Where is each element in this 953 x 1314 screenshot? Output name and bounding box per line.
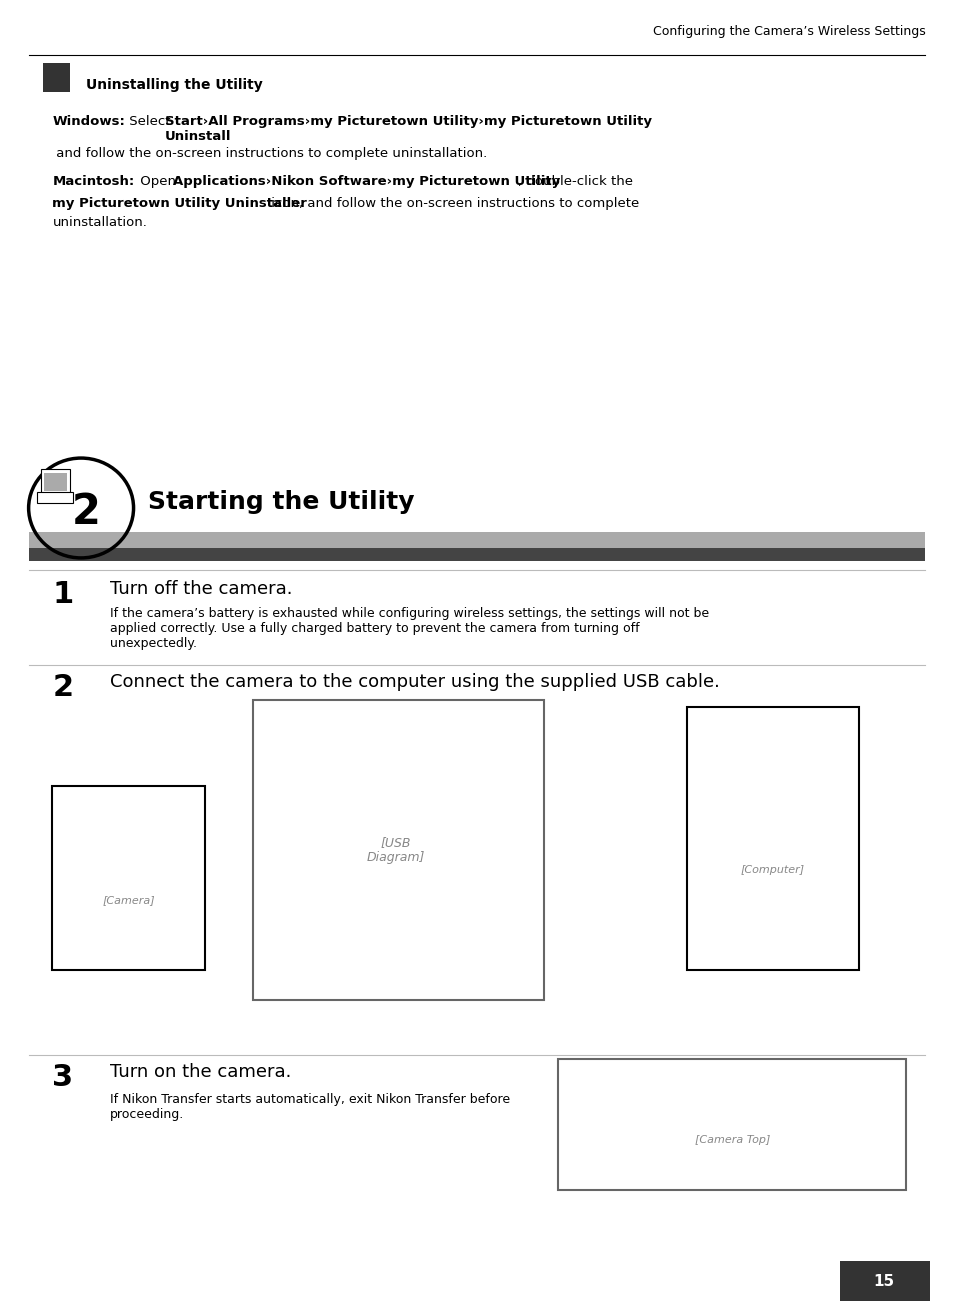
Text: Connect the camera to the computer using the supplied USB cable.: Connect the camera to the computer using…: [110, 673, 719, 691]
Text: 1: 1: [52, 579, 73, 608]
Text: Starting the Utility: Starting the Utility: [148, 490, 414, 514]
Text: Macintosh:: Macintosh:: [52, 175, 134, 188]
Bar: [29, 548, 924, 561]
Bar: [44, 473, 67, 491]
Text: 2: 2: [71, 491, 100, 533]
Text: Windows:: Windows:: [52, 116, 125, 127]
Bar: [558, 1059, 905, 1190]
Text: Applications›Nikon Software›my Picturetown Utility: Applications›Nikon Software›my Pictureto…: [172, 175, 559, 188]
Text: my Picturetown Utility Uninstaller: my Picturetown Utility Uninstaller: [52, 197, 307, 210]
Text: Select: Select: [125, 116, 174, 127]
Text: [Computer]: [Computer]: [740, 865, 804, 875]
Bar: [686, 707, 858, 970]
Text: Uninstalling the Utility: Uninstalling the Utility: [86, 78, 262, 92]
Text: 2: 2: [52, 673, 73, 702]
Text: icon, and follow the on-screen instructions to complete: icon, and follow the on-screen instructi…: [267, 197, 639, 210]
Text: uninstallation.: uninstallation.: [52, 215, 147, 229]
Text: Configuring the Camera’s Wireless Settings: Configuring the Camera’s Wireless Settin…: [652, 25, 924, 38]
Bar: [839, 1261, 929, 1301]
Bar: [43, 63, 70, 92]
Text: [Camera]: [Camera]: [102, 895, 155, 905]
Text: If the camera’s battery is exhausted while configuring wireless settings, the se: If the camera’s battery is exhausted whi…: [110, 607, 708, 650]
Text: and follow the on-screen instructions to complete uninstallation.: and follow the on-screen instructions to…: [52, 147, 487, 160]
Text: , double-click the: , double-click the: [517, 175, 633, 188]
Bar: [37, 493, 73, 503]
Text: If Nikon Transfer starts automatically, exit Nikon Transfer before
proceeding.: If Nikon Transfer starts automatically, …: [110, 1093, 509, 1121]
Text: Turn off the camera.: Turn off the camera.: [110, 579, 292, 598]
Bar: [29, 532, 924, 548]
Text: [USB
Diagram]: [USB Diagram]: [366, 836, 425, 865]
Text: [Camera Top]: [Camera Top]: [694, 1135, 770, 1144]
Text: Open: Open: [136, 175, 180, 188]
Text: 15: 15: [873, 1273, 894, 1289]
Text: Turn on the camera.: Turn on the camera.: [110, 1063, 291, 1081]
Bar: [253, 700, 543, 1000]
Text: 3: 3: [52, 1063, 73, 1092]
Bar: [52, 786, 205, 970]
Bar: [41, 469, 70, 495]
Text: Start›All Programs›my Picturetown Utility›my Picturetown Utility
Uninstall: Start›All Programs›my Picturetown Utilit…: [165, 116, 651, 143]
